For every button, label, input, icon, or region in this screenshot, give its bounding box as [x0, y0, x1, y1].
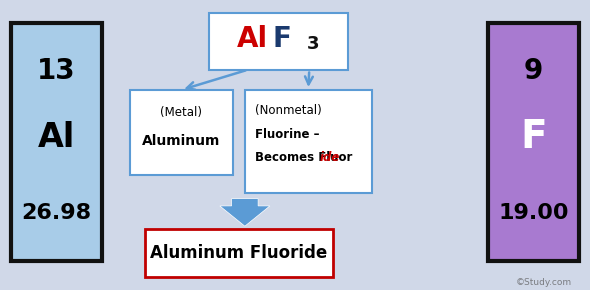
Text: 13: 13 [37, 57, 76, 85]
Text: Becomes Fluor: Becomes Fluor [255, 151, 353, 164]
FancyBboxPatch shape [145, 229, 333, 277]
Text: Al: Al [38, 121, 75, 154]
Text: Al: Al [237, 25, 268, 53]
Text: Aluminum Fluoride: Aluminum Fluoride [150, 244, 327, 262]
FancyBboxPatch shape [488, 23, 579, 261]
Text: 3: 3 [307, 35, 320, 53]
Text: Fluorine –: Fluorine – [255, 128, 320, 141]
Text: Aluminum: Aluminum [142, 134, 221, 148]
Text: 9: 9 [524, 57, 543, 85]
FancyBboxPatch shape [11, 23, 102, 261]
FancyBboxPatch shape [130, 90, 233, 175]
Text: (Nonmetal): (Nonmetal) [255, 104, 322, 117]
Text: F: F [273, 25, 291, 53]
Text: (Metal): (Metal) [160, 106, 202, 119]
FancyBboxPatch shape [245, 90, 372, 193]
FancyBboxPatch shape [209, 13, 348, 70]
Text: F: F [520, 118, 547, 156]
Text: ©Study.com: ©Study.com [516, 278, 572, 287]
Text: 26.98: 26.98 [21, 204, 91, 223]
Polygon shape [219, 199, 270, 226]
Text: ide: ide [319, 151, 340, 164]
Text: 19.00: 19.00 [499, 204, 569, 223]
